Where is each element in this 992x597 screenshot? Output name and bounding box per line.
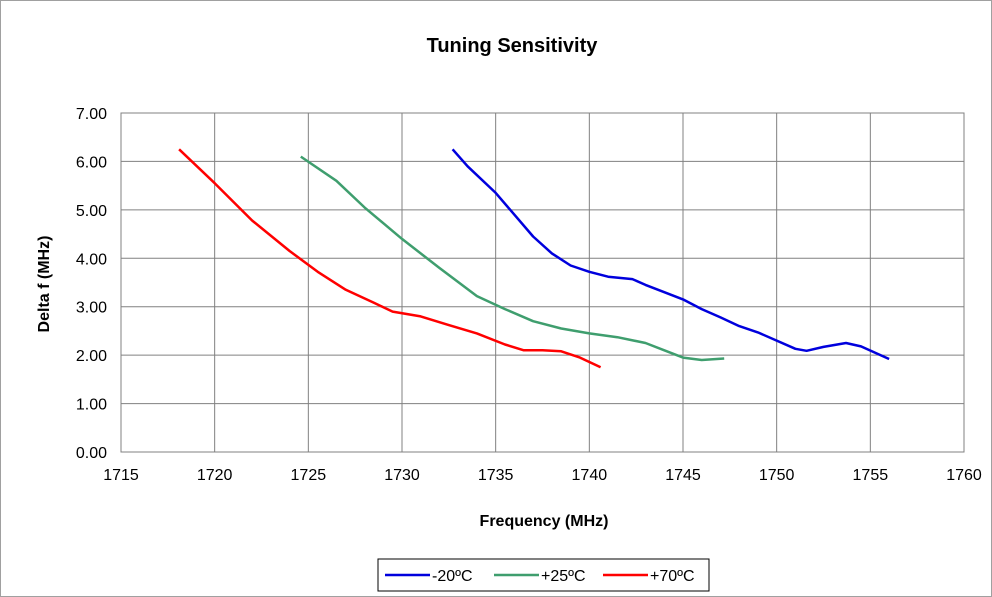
x-tick-label: 1745: [665, 467, 701, 484]
y-tick-labels: 0.00 1.00 2.00 3.00 4.00 5.00 6.00 7.00: [76, 106, 107, 462]
y-tick-label: 4.00: [76, 251, 107, 268]
legend-label-0: -20ºC: [432, 568, 473, 585]
x-tick-labels: 1715 1720 1725 1730 1735 1740 1745 1750 1755 1760: [103, 467, 982, 484]
x-tick-label: 1755: [853, 467, 889, 484]
series-line-2: [178, 148, 602, 369]
plot-border: [120, 112, 965, 453]
series-line-0: [451, 148, 890, 361]
y-tick-label: 6.00: [76, 154, 107, 171]
x-tick-label: 1725: [291, 467, 327, 484]
x-axis-title: Frequency (MHz): [480, 513, 609, 530]
legend-box: [377, 558, 710, 592]
chart-title: Tuning Sensitivity: [427, 35, 599, 57]
y-tick-label: 2.00: [76, 348, 107, 365]
x-tick-label: 1720: [197, 467, 233, 484]
legend-label-2: +70ºC: [650, 568, 695, 585]
x-tick-label: 1715: [103, 467, 139, 484]
legend: -20ºC +25ºC +70ºC: [377, 558, 710, 592]
legend-label-1: +25ºC: [541, 568, 586, 585]
plot-area: [121, 113, 964, 452]
x-tick-label: 1730: [384, 467, 420, 484]
y-tick-label: 0.00: [76, 445, 107, 462]
y-tick-label: 3.00: [76, 300, 107, 317]
x-tick-label: 1740: [572, 467, 608, 484]
y-tick-label: 1.00: [76, 397, 107, 414]
series-layer: [178, 148, 890, 369]
y-tick-label: 7.00: [76, 106, 107, 123]
y-tick-label: 5.00: [76, 203, 107, 220]
x-tick-label: 1735: [478, 467, 514, 484]
y-axis-title: Delta f (MHz): [36, 236, 53, 333]
series-line-1: [300, 155, 725, 362]
x-tick-label: 1750: [759, 467, 795, 484]
x-tick-label: 1760: [946, 467, 982, 484]
